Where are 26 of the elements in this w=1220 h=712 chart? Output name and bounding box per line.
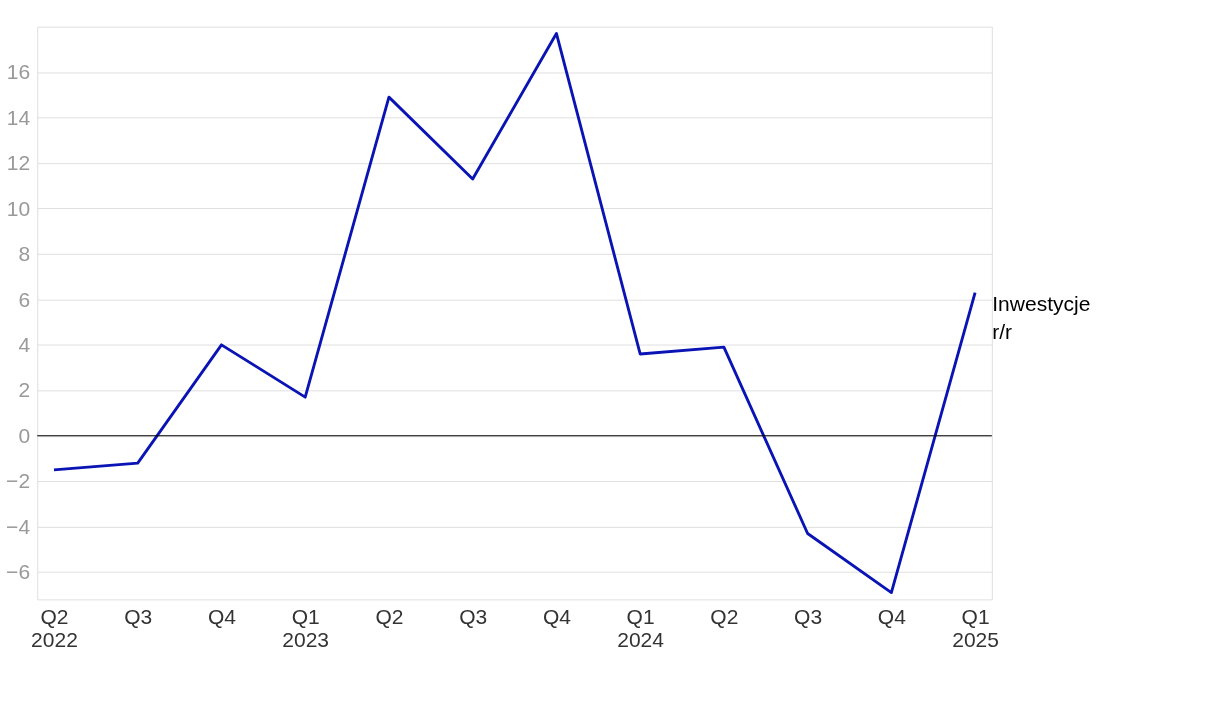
- y-tick-label: 14: [6, 105, 31, 129]
- x-tick-label: Q1 2025: [952, 604, 999, 651]
- y-tick-label: 6: [18, 287, 31, 311]
- x-tick-label: Q2: [375, 604, 404, 628]
- y-tick-label: 16: [6, 60, 31, 84]
- x-tick-label: Q3: [124, 604, 153, 628]
- line-series: [52, 32, 977, 595]
- y-tick-label: −2: [6, 469, 31, 493]
- x-tick-label: Q1 2024: [617, 604, 665, 651]
- x-tick-label: Q4: [542, 604, 572, 628]
- x-tick-label: Q3: [794, 604, 823, 628]
- y-tick-label: −4: [6, 514, 31, 538]
- x-tick-label: Q2 2022: [31, 604, 78, 651]
- y-tick-label: 10: [6, 196, 31, 220]
- x-tick-label: Q4: [877, 604, 907, 628]
- y-tick-label: −6: [6, 560, 31, 584]
- series-label: Inwestycje r/r: [992, 291, 1091, 344]
- x-tick-label: Q4: [207, 604, 237, 628]
- y-tick-label: 2: [18, 378, 31, 402]
- y-tick-label: 4: [18, 333, 31, 357]
- y-tick-label: 12: [6, 151, 31, 175]
- y-tick-label: 0: [18, 423, 31, 447]
- x-tick-label: Q3: [459, 604, 488, 628]
- x-tick-label: Q2: [710, 604, 739, 628]
- y-tick-label: 8: [18, 242, 31, 266]
- x-tick-label: Q1 2023: [282, 604, 330, 651]
